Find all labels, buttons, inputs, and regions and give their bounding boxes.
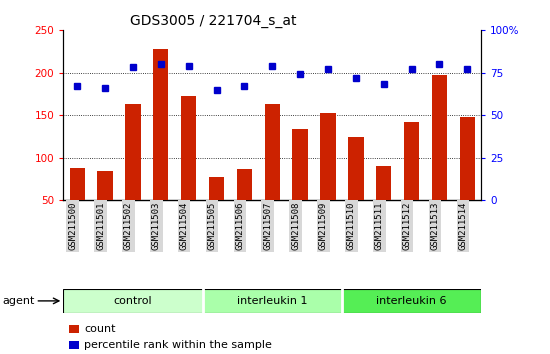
Bar bbox=[265, 104, 280, 200]
Bar bbox=[236, 170, 252, 200]
Text: interleukin 1: interleukin 1 bbox=[237, 296, 307, 306]
Text: GSM211501: GSM211501 bbox=[96, 202, 105, 250]
Text: GSM211514: GSM211514 bbox=[458, 202, 468, 250]
Bar bbox=[202, 289, 342, 313]
Text: percentile rank within the sample: percentile rank within the sample bbox=[84, 340, 272, 350]
Bar bbox=[63, 289, 202, 313]
Bar bbox=[69, 168, 85, 200]
Text: GSM211508: GSM211508 bbox=[291, 202, 300, 250]
Bar bbox=[97, 171, 113, 200]
Bar bbox=[320, 113, 336, 200]
Text: GSM211512: GSM211512 bbox=[403, 202, 411, 250]
Bar bbox=[404, 122, 419, 200]
Text: GSM211500: GSM211500 bbox=[68, 202, 77, 250]
Text: GSM211511: GSM211511 bbox=[375, 202, 384, 250]
Text: GSM211504: GSM211504 bbox=[180, 202, 189, 250]
Text: GSM211507: GSM211507 bbox=[263, 202, 272, 250]
Bar bbox=[153, 49, 168, 200]
Text: GSM211502: GSM211502 bbox=[124, 202, 133, 250]
Text: GSM211505: GSM211505 bbox=[207, 202, 217, 250]
Bar bbox=[348, 137, 364, 200]
Bar bbox=[432, 75, 447, 200]
Text: count: count bbox=[84, 324, 115, 334]
Bar bbox=[125, 104, 141, 200]
Text: GDS3005 / 221704_s_at: GDS3005 / 221704_s_at bbox=[130, 14, 297, 28]
Bar bbox=[376, 166, 392, 200]
Bar bbox=[181, 96, 196, 200]
Text: interleukin 6: interleukin 6 bbox=[376, 296, 447, 306]
Bar bbox=[460, 117, 475, 200]
Text: GSM211513: GSM211513 bbox=[431, 202, 439, 250]
Text: GSM211506: GSM211506 bbox=[235, 202, 244, 250]
Text: control: control bbox=[114, 296, 152, 306]
Text: GSM211503: GSM211503 bbox=[152, 202, 161, 250]
Text: GSM211509: GSM211509 bbox=[319, 202, 328, 250]
Bar bbox=[342, 289, 481, 313]
Text: GSM211510: GSM211510 bbox=[347, 202, 356, 250]
Bar bbox=[293, 130, 308, 200]
Text: agent: agent bbox=[3, 296, 35, 306]
Bar bbox=[209, 177, 224, 200]
